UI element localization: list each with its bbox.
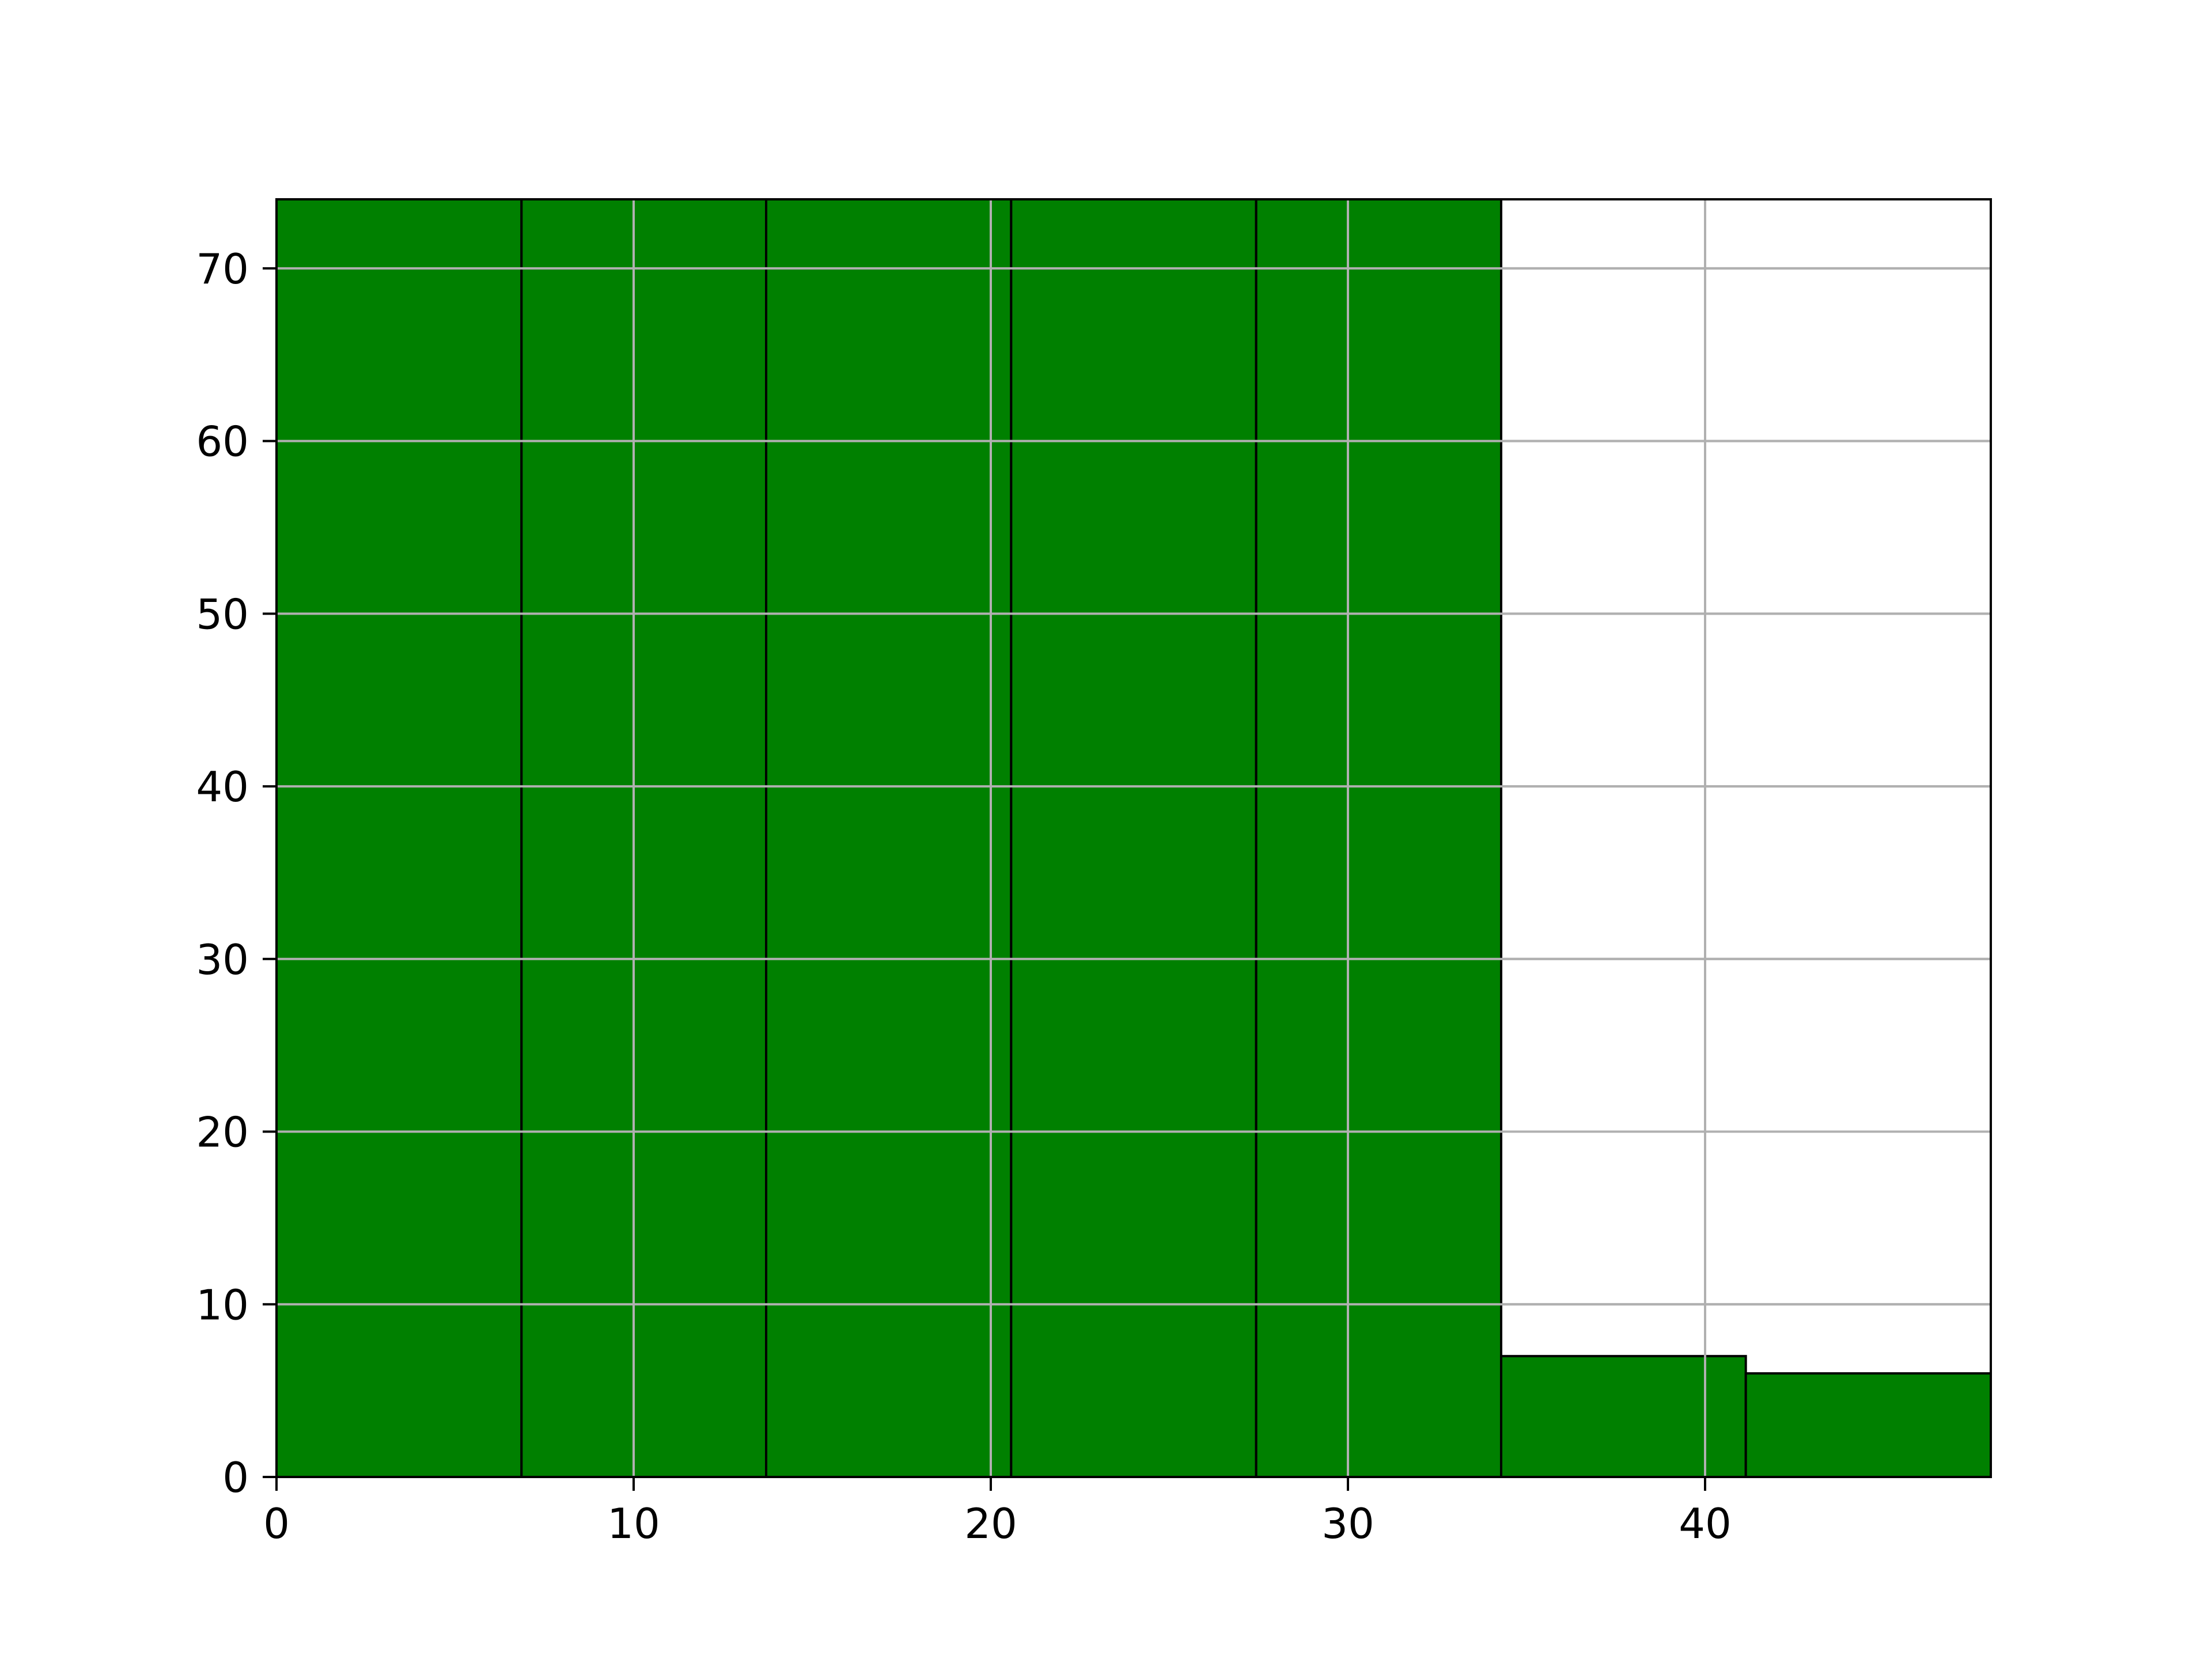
y-tick-label: 70: [196, 245, 249, 293]
histogram-bar: [1499, 1355, 1747, 1479]
tick-labels: 0 10 20 30 40 0 10 20 30 40 50 60 70: [196, 245, 1731, 1548]
x-tick-label: 0: [263, 1499, 290, 1548]
histogram-bar: [1255, 198, 1502, 1478]
y-tick-label: 10: [196, 1281, 249, 1329]
y-tick-label: 0: [222, 1453, 249, 1502]
x-tick-label: 30: [1321, 1499, 1374, 1548]
histogram-bar: [520, 198, 768, 1478]
x-tick-label: 10: [607, 1499, 660, 1548]
histogram-bar: [1010, 198, 1257, 1478]
histogram-bar: [275, 198, 523, 1478]
y-tick-label: 40: [196, 763, 249, 811]
histogram-bars: [275, 198, 1992, 1479]
histogram-bar: [765, 198, 1013, 1478]
y-tick-label: 30: [196, 935, 249, 984]
plot-frame: [275, 198, 1992, 1478]
histogram-bar: [1744, 1372, 1992, 1478]
x-tick-label: 20: [964, 1499, 1017, 1548]
y-tick-label: 50: [196, 590, 249, 638]
y-tick-label: 60: [196, 418, 249, 466]
axis-ticks: [263, 267, 1706, 1491]
x-tick-label: 40: [1679, 1499, 1732, 1548]
y-tick-label: 20: [196, 1108, 249, 1157]
